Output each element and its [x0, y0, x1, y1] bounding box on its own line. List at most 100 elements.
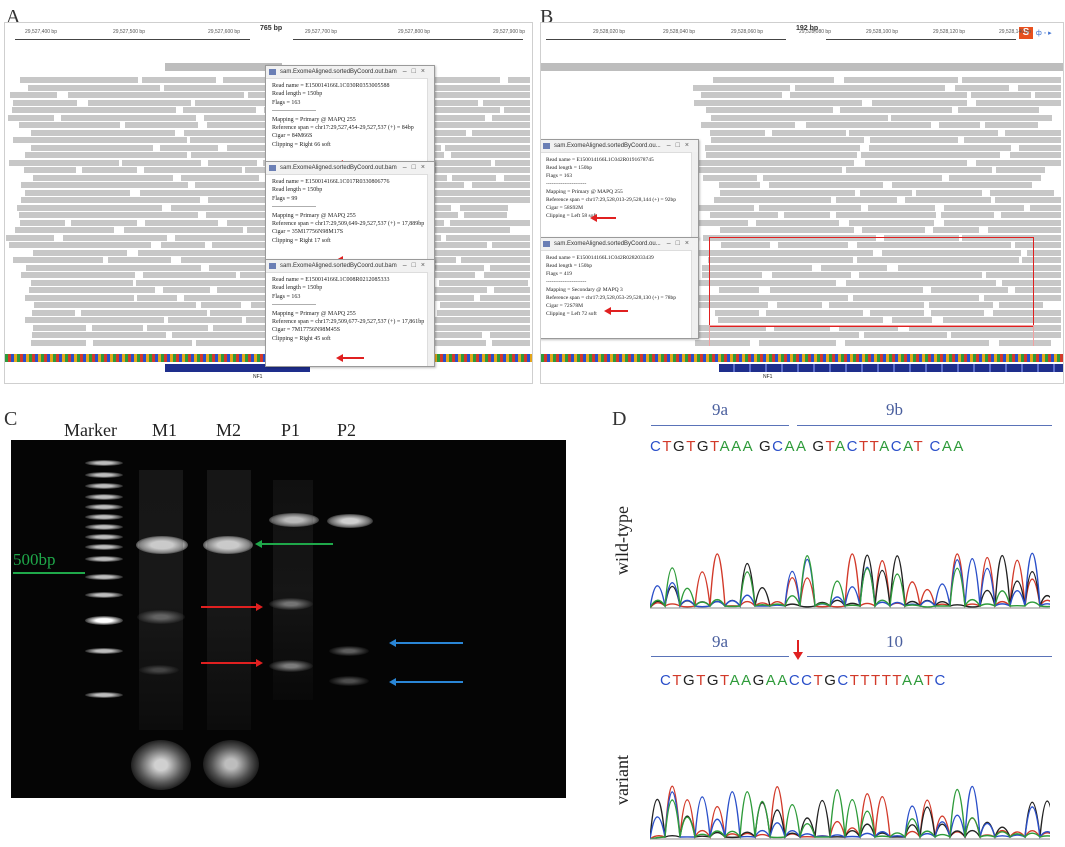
popup-scrollbar[interactable] — [427, 272, 434, 366]
panel-a-igv: 765 bp 29,527,400 bp 29,527,500 bp 29,52… — [4, 22, 533, 384]
popup-line: Reference span = chr17:29,527,454-29,527… — [272, 125, 414, 132]
base-letter: T — [923, 672, 935, 689]
aligned-read — [428, 122, 530, 128]
aligned-read — [182, 107, 256, 113]
aligned-read — [472, 182, 530, 188]
aligned-read — [145, 219, 219, 226]
aligned-read — [184, 294, 289, 301]
aligned-read — [21, 182, 189, 188]
aligned-read — [207, 122, 266, 128]
aligned-read — [1014, 242, 1061, 248]
base-letter: A — [953, 438, 965, 455]
popup-line: ---------------------- — [546, 181, 587, 187]
read-popup[interactable]: sam.ExomeAligned.sortedByCoord.out.bam –□… — [265, 259, 435, 367]
gel-image: 500bp — [11, 440, 566, 798]
aligned-read — [915, 189, 983, 196]
base-letter: T — [871, 672, 882, 689]
read-popup[interactable]: sam.ExomeAligned.sortedByCoord.ou... –□× … — [541, 237, 699, 339]
aligned-read — [417, 317, 530, 323]
aligned-read — [772, 129, 846, 136]
base-letter: A — [941, 438, 954, 455]
aligned-read — [790, 92, 967, 98]
base-letter: A — [784, 438, 797, 455]
aligned-read — [985, 122, 1038, 128]
base-letter: T — [860, 672, 872, 689]
aligned-read — [195, 99, 312, 106]
aligned-read — [8, 242, 151, 248]
aligned-read — [426, 264, 484, 271]
popup-line: Read name = E150014166L1C042R0282033439 — [546, 255, 654, 261]
exon-line — [651, 656, 789, 657]
aligned-read — [702, 272, 763, 278]
popup-scrollbar[interactable] — [427, 78, 434, 172]
aligned-read — [431, 339, 486, 346]
aligned-read — [164, 84, 274, 91]
toolbar-s-icon[interactable]: S — [1019, 27, 1033, 39]
base-letter: C — [801, 672, 814, 689]
aligned-read — [890, 114, 1052, 121]
aligned-read — [491, 114, 530, 121]
base-letter: T — [858, 438, 870, 455]
popup-scrollbar[interactable] — [691, 250, 698, 338]
marker-size-line — [13, 572, 85, 574]
aligned-read — [933, 227, 979, 233]
aligned-read — [955, 84, 1010, 91]
read-popup[interactable]: sam.ExomeAligned.sortedByCoord.out.bam –□… — [265, 161, 435, 269]
popup-line: Read length = 150bp — [546, 165, 593, 171]
aligned-read — [868, 144, 1011, 151]
popup-line: Read length = 150bp — [272, 91, 323, 98]
aligned-read — [32, 309, 76, 316]
aligned-read — [1010, 152, 1061, 158]
aligned-read — [80, 309, 207, 316]
aligned-read — [843, 77, 959, 83]
aligned-read — [108, 257, 171, 263]
aligned-read — [703, 174, 758, 181]
toolbar-icons[interactable]: ф ◦ ▸ — [1036, 30, 1052, 37]
aligned-read — [19, 77, 139, 83]
window-controls[interactable]: –□× — [666, 240, 694, 247]
aligned-read — [88, 99, 191, 106]
aligned-read — [698, 294, 848, 301]
popup-line: ---------------------- — [272, 108, 316, 115]
base-letter: T — [720, 672, 730, 689]
popup-scrollbar[interactable] — [427, 174, 434, 268]
coverage-track — [541, 63, 1063, 71]
aligned-read — [1018, 84, 1061, 91]
base-letter: G — [673, 438, 687, 455]
window-controls[interactable]: –□× — [666, 142, 694, 149]
popup-line: ---------------------- — [272, 204, 316, 211]
aligned-read — [949, 174, 1041, 181]
base-letter: A — [835, 438, 847, 455]
lane-smear-p1 — [273, 480, 313, 700]
aligned-read — [15, 227, 114, 233]
aligned-read — [768, 182, 884, 188]
ruler-tick: 29,527,600 bp — [208, 29, 240, 35]
aligned-read — [758, 339, 837, 346]
ladder-band — [85, 460, 123, 466]
aligned-read — [711, 137, 864, 143]
base-letter: G — [824, 672, 838, 689]
aligned-read — [82, 167, 138, 173]
blue-arrow — [389, 639, 463, 647]
ladder-band — [85, 648, 123, 654]
base-letter: A — [796, 438, 807, 455]
ruler-line-right — [293, 39, 523, 40]
gene-label: NF1 — [763, 374, 773, 380]
window-controls[interactable]: –□× — [402, 164, 430, 171]
window-controls[interactable]: –□× — [402, 262, 430, 269]
read-popup[interactable]: sam.ExomeAligned.sortedByCoord.ou... –□× … — [541, 139, 699, 239]
aligned-read — [772, 272, 852, 278]
window-icon — [543, 241, 550, 247]
aligned-read — [709, 212, 779, 218]
aligned-read — [450, 219, 530, 226]
aligned-read — [962, 77, 1061, 83]
popup-line: Read name = E150014166L1C017R0330806776 — [272, 179, 390, 185]
popup-line: Reference span = chr17:29,528,013-29,528… — [546, 197, 676, 203]
aligned-read — [508, 77, 530, 83]
exon-label: 9a — [712, 632, 729, 651]
read-popup[interactable]: sam.ExomeAligned.sortedByCoord.out.bam –□… — [265, 65, 435, 173]
window-controls[interactable]: –□× — [402, 68, 430, 75]
popup-scrollbar[interactable] — [691, 152, 698, 238]
aligned-read — [205, 212, 268, 218]
aligned-read — [33, 249, 127, 256]
